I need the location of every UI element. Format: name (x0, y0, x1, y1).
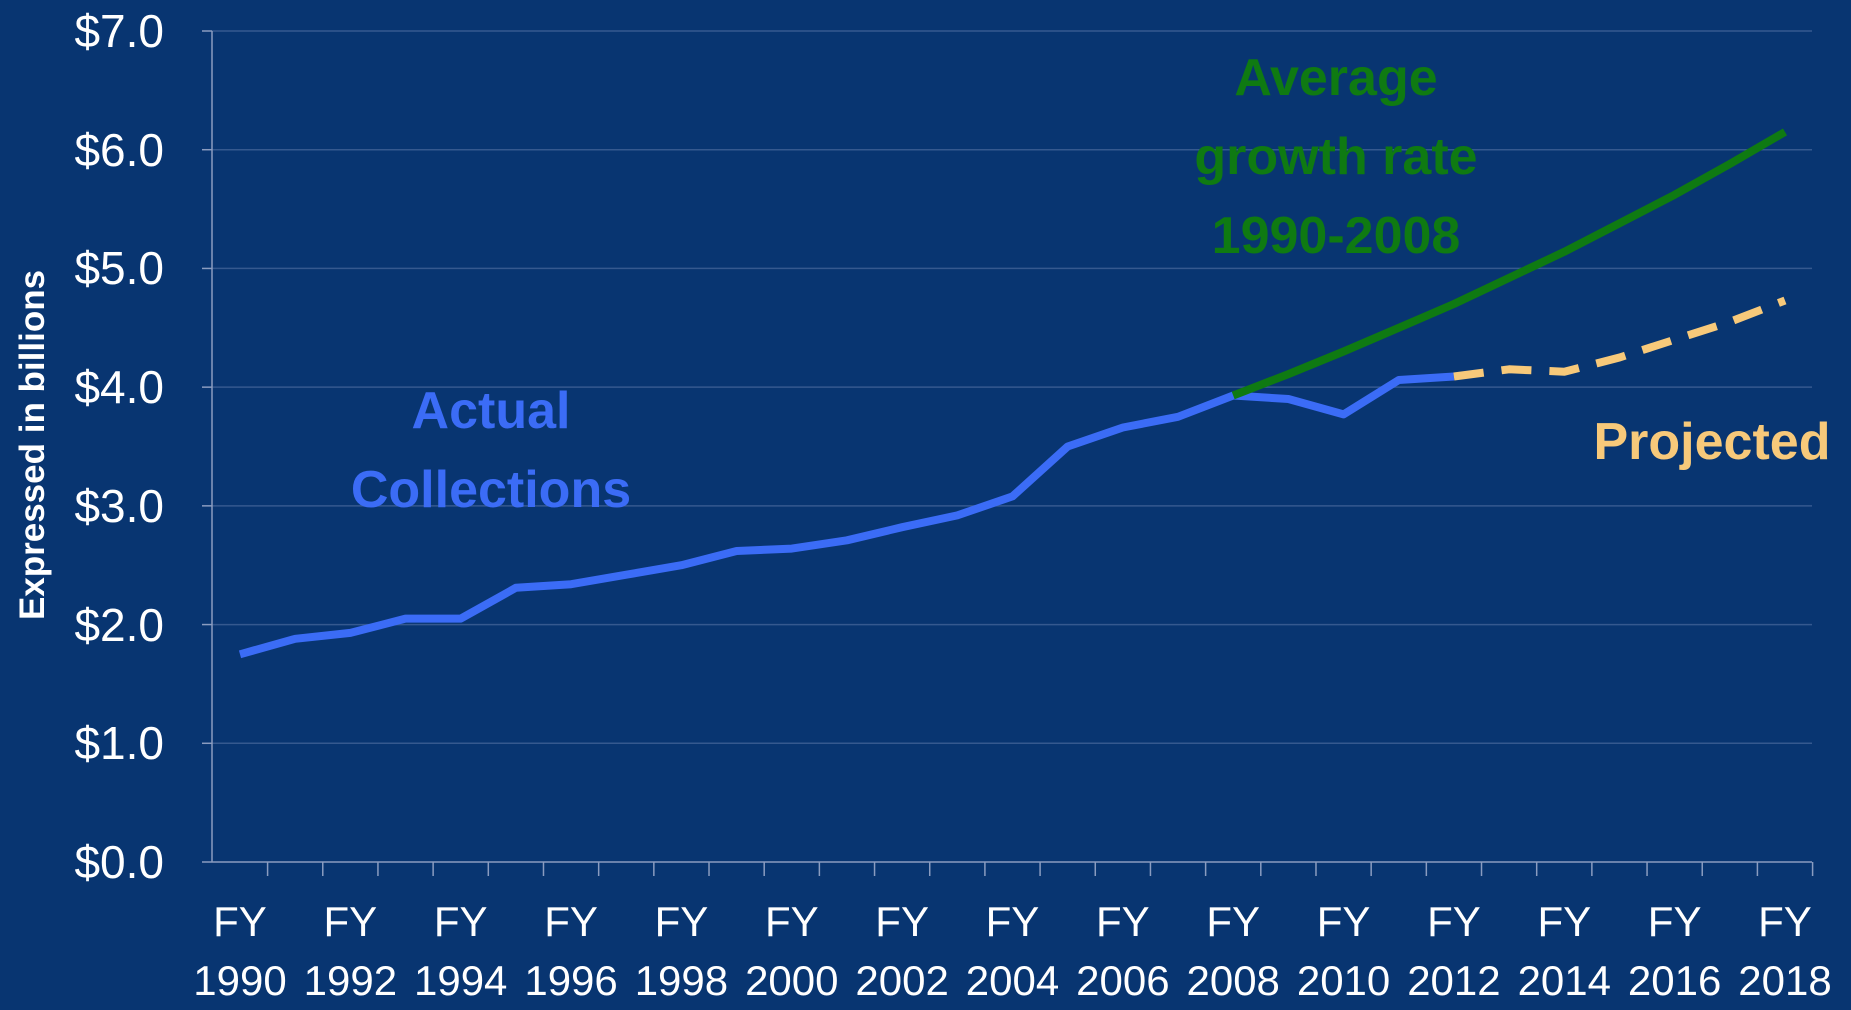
x-tick-label: FY 2006 (1076, 898, 1170, 1004)
y-tick-label: $1.0 (74, 717, 164, 770)
x-tick-label: FY 2002 (855, 898, 949, 1004)
x-tick-label: FY 2016 (1627, 898, 1722, 1004)
x-tick-label: FY 1998 (634, 898, 729, 1004)
x-tick-label: FY 1996 (524, 898, 618, 1004)
y-tick-label: $7.0 (74, 5, 164, 57)
x-tick-label: FY 2008 (1186, 898, 1280, 1004)
y-tick-label: $4.0 (74, 361, 164, 414)
series-line (238, 372, 1455, 659)
x-tick-label: FY 2014 (1517, 898, 1611, 1004)
y-tick-label: $5.0 (74, 242, 164, 295)
series-line (1231, 128, 1788, 400)
x-tick-label: FY 2018 (1738, 898, 1832, 1004)
y-tick-label: $6.0 (74, 123, 164, 176)
series-annotation: Actual Collections (350, 382, 632, 519)
x-tick-label: FY 2000 (745, 898, 839, 1004)
y-tick-label: $0.0 (74, 836, 164, 888)
y-axis-title: Expressed in billions (13, 269, 52, 621)
x-tick-label: FY 2004 (965, 898, 1060, 1004)
series-line (1453, 296, 1787, 381)
series-annotation: Projected (1593, 413, 1831, 471)
y-tick-label: $3.0 (74, 479, 164, 532)
series-annotation: Average growth rate 1990-2008 (1194, 49, 1478, 265)
y-tick-label: $2.0 (74, 598, 164, 651)
x-tick-label: FY 2010 (1296, 898, 1391, 1004)
x-tick-label: FY 2012 (1407, 898, 1501, 1004)
x-tick-label: FY 1992 (303, 898, 398, 1004)
x-tick-label: FY 1994 (413, 898, 508, 1004)
x-tick-label: FY 1990 (193, 898, 287, 1004)
